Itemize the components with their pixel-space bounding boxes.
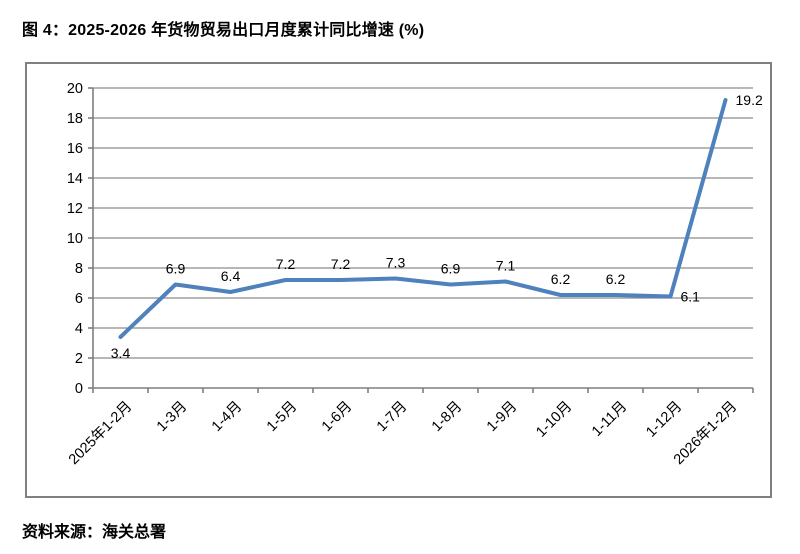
svg-text:1-10月: 1-10月 bbox=[533, 399, 575, 441]
svg-text:6.4: 6.4 bbox=[221, 268, 241, 284]
svg-text:6.2: 6.2 bbox=[551, 271, 571, 287]
svg-text:3.4: 3.4 bbox=[111, 345, 131, 361]
svg-text:6: 6 bbox=[75, 291, 83, 307]
svg-text:6.1: 6.1 bbox=[681, 289, 701, 305]
svg-text:1-5月: 1-5月 bbox=[264, 399, 300, 435]
svg-text:20: 20 bbox=[67, 81, 83, 97]
svg-text:2: 2 bbox=[75, 351, 83, 367]
figure-title: 图 4：2025-2026 年货物贸易出口月度累计同比增速 (%) bbox=[22, 22, 425, 39]
data-point-labels: 3.4 6.9 6.4 7.2 7.2 7.3 6.9 7.1 6.2 6.2 6.1 19.2 bbox=[111, 92, 763, 361]
chart-area: 0 2 4 6 8 10 12 14 16 18 20 2025年1-2月 1-3月 1-4月 1-5月 1-… bbox=[25, 62, 772, 498]
svg-text:1-6月: 1-6月 bbox=[319, 399, 355, 435]
svg-text:1-9月: 1-9月 bbox=[484, 399, 520, 435]
source-note: 资料来源：海关总署 bbox=[22, 524, 167, 541]
x-axis-ticks bbox=[92, 388, 754, 393]
svg-text:8: 8 bbox=[75, 261, 83, 277]
chart-svg: 0 2 4 6 8 10 12 14 16 18 20 2025年1-2月 1-3月 1-4月 1-5月 1-… bbox=[65, 81, 763, 468]
svg-text:6.9: 6.9 bbox=[441, 261, 461, 277]
x-axis-labels: 2025年1-2月 1-3月 1-4月 1-5月 1-6月 1-7月 1-8月 1-9月 1-1… bbox=[65, 398, 740, 468]
y-axis-labels: 0 2 4 6 8 10 12 14 16 18 20 bbox=[67, 81, 93, 397]
svg-text:0: 0 bbox=[75, 381, 83, 397]
gridlines bbox=[93, 87, 753, 359]
svg-text:12: 12 bbox=[67, 201, 83, 217]
svg-text:4: 4 bbox=[75, 321, 83, 337]
svg-text:1-12月: 1-12月 bbox=[643, 399, 685, 441]
svg-text:1-7月: 1-7月 bbox=[374, 399, 410, 435]
svg-text:7.2: 7.2 bbox=[276, 256, 296, 272]
svg-text:16: 16 bbox=[67, 141, 83, 157]
data-line bbox=[118, 98, 728, 339]
data-series bbox=[118, 98, 728, 339]
svg-text:10: 10 bbox=[67, 231, 83, 247]
svg-text:18: 18 bbox=[67, 111, 83, 127]
svg-text:1-11月: 1-11月 bbox=[589, 399, 630, 440]
svg-text:7.1: 7.1 bbox=[496, 258, 516, 274]
svg-text:7.2: 7.2 bbox=[331, 256, 351, 272]
svg-text:14: 14 bbox=[67, 171, 83, 187]
svg-text:7.3: 7.3 bbox=[386, 255, 406, 271]
svg-text:6.2: 6.2 bbox=[606, 271, 626, 287]
svg-text:2025年1-2月: 2025年1-2月 bbox=[65, 398, 135, 468]
svg-text:19.2: 19.2 bbox=[736, 92, 763, 108]
svg-text:1-4月: 1-4月 bbox=[209, 399, 245, 435]
svg-text:1-3月: 1-3月 bbox=[154, 399, 190, 435]
svg-text:6.9: 6.9 bbox=[166, 261, 186, 277]
svg-text:1-8月: 1-8月 bbox=[429, 399, 465, 435]
